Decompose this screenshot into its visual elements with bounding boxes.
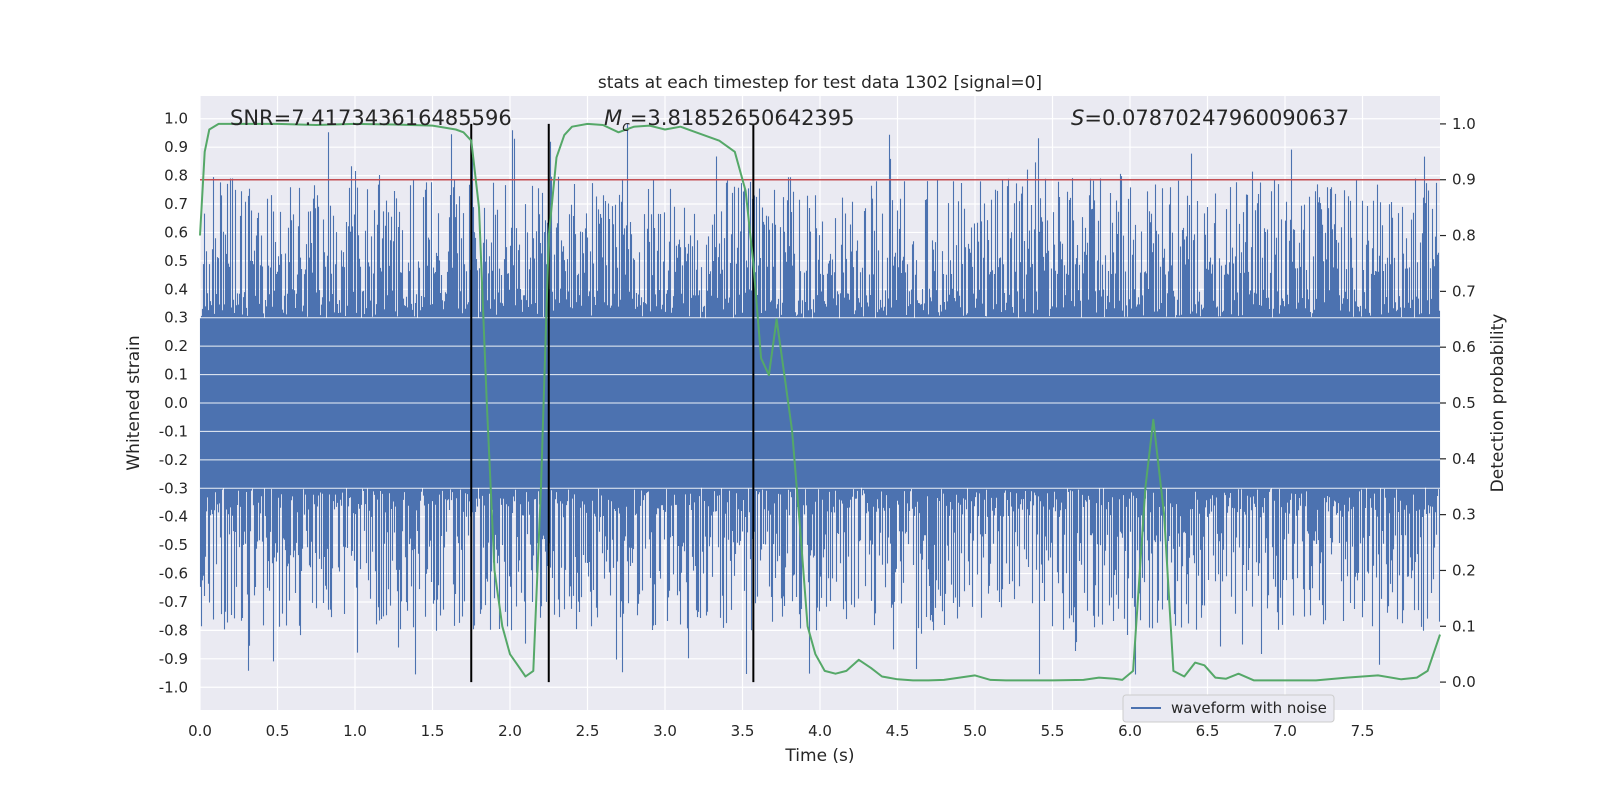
chirp-mass-value: =3.81852650642395 [630, 106, 855, 130]
legend: waveform with noise [1122, 694, 1335, 723]
y2-tick-label: 0.9 [1452, 171, 1476, 189]
x-tick-label: 7.5 [1351, 722, 1375, 740]
y-tick-label: -0.3 [159, 479, 188, 497]
y2-tick-label: 0.8 [1452, 227, 1476, 245]
y2-axis-label: Detection probability [1488, 314, 1508, 493]
y-tick-label: 0.0 [164, 394, 188, 412]
x-tick-labels: 0.0 0.5 1.0 1.5 2.0 2.5 3.0 3.5 4.0 4.5 5.0 5.5 6.0 6… [188, 722, 1374, 740]
y-tick-label: -0.6 [159, 565, 188, 583]
x-tick-label: 2.0 [498, 722, 522, 740]
detection-probability-series [199, 122, 1441, 682]
x-tick-label: 5.0 [963, 722, 987, 740]
x-tick-label: 3.0 [653, 722, 677, 740]
x-tick-label: 6.0 [1118, 722, 1142, 740]
x-tick-label: 6.5 [1196, 722, 1220, 740]
y-axis-label: Whitened strain [124, 335, 144, 470]
x-tick-label: 4.5 [886, 722, 910, 740]
detection-probability-line [199, 122, 1441, 682]
y-tick-label: -0.9 [159, 650, 188, 668]
y-tick-label: -0.5 [159, 536, 188, 554]
y-tick-label: 0.3 [164, 309, 188, 327]
y-tick-label: 1.0 [164, 110, 188, 128]
y-tick-label: -0.4 [159, 508, 188, 526]
legend-entry-waveform: waveform with noise [1171, 699, 1327, 717]
x-tick-label: 2.5 [576, 722, 600, 740]
chirp-mass-annotation: Mc=3.81852650642395 [604, 106, 855, 135]
y-tick-label: -1.0 [159, 678, 188, 696]
y-tick-label: -0.2 [159, 451, 188, 469]
y2-tick-label: 0.7 [1452, 282, 1476, 300]
x-tick-label: 4.0 [808, 722, 832, 740]
y-tick-label: 0.6 [164, 223, 188, 241]
s-symbol: S [1071, 106, 1084, 130]
y-tick-label: 0.7 [164, 195, 188, 213]
legend-box [1122, 694, 1335, 723]
y2-tick-label: 0.6 [1452, 338, 1476, 356]
marker-lines [470, 123, 755, 683]
y-tick-label: 0.9 [164, 138, 188, 156]
x-tick-label: 0.5 [266, 722, 290, 740]
x-tick-label: 7.0 [1273, 722, 1297, 740]
x-tick-label: 5.5 [1041, 722, 1065, 740]
chirp-mass-symbol: M [604, 106, 622, 130]
chart-title: stats at each timestep for test data 130… [598, 73, 1042, 93]
waveform-with-noise-series [199, 123, 1441, 675]
y-tick-label: 0.8 [164, 167, 188, 185]
snr-annotation: SNR=7.417343616485596 [230, 106, 512, 130]
y-tick-label: 0.1 [164, 366, 188, 384]
y-tick-label: 0.4 [164, 280, 188, 298]
x-axis-label: Time (s) [784, 746, 854, 766]
s-value: =0.07870247960090637 [1084, 106, 1349, 130]
x-tick-label: 1.5 [421, 722, 445, 740]
y-tick-label: -0.8 [159, 621, 188, 639]
y2-tick-label: 0.3 [1452, 506, 1476, 524]
y2-tick-label: 0.5 [1452, 394, 1476, 412]
x-tick-label: 0.0 [188, 722, 212, 740]
y-tick-labels: -1.0 -0.9 -0.8 -0.7 -0.6 -0.5 -0.4 -0.3 -0.2 -0.1… [159, 110, 188, 697]
y-tick-label: -0.1 [159, 422, 188, 440]
y-tick-label: 0.2 [164, 337, 188, 355]
x-tick-label: 1.0 [343, 722, 367, 740]
y2-tick-label: 0.0 [1452, 673, 1476, 691]
y-tick-label: 0.5 [164, 252, 188, 270]
chirp-mass-subscript: c [622, 119, 630, 135]
y-tick-label: -0.7 [159, 593, 188, 611]
y2-tick-label: 0.2 [1452, 561, 1476, 579]
x-tick-label: 3.5 [731, 722, 755, 740]
y2-tick-label: 0.4 [1452, 450, 1476, 468]
y2-tick-labels: 0.0 0.1 0.2 0.3 0.4 0.5 0.6 0.7 0.8 0.9 1.0 [1440, 115, 1476, 691]
s-annotation: S=0.07870247960090637 [1071, 106, 1349, 130]
y2-tick-label: 0.1 [1452, 617, 1476, 635]
y2-tick-label: 1.0 [1452, 115, 1476, 133]
